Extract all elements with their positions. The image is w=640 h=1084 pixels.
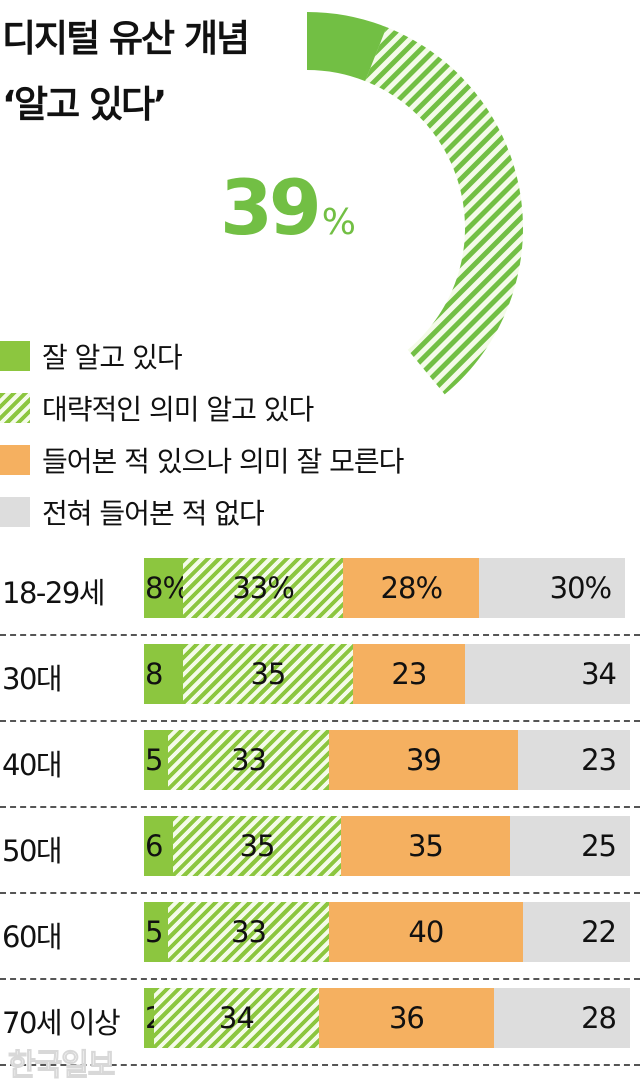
bar-segment-heard-not-known: 35 xyxy=(341,816,510,876)
legend-swatch-hatched-green xyxy=(0,393,30,423)
row-label: 70세 이상 xyxy=(2,1006,121,1040)
bar-row: 60대 5 33 40 22 xyxy=(0,894,640,980)
legend-label: 전혀 들어본 적 없다 xyxy=(42,497,265,530)
legend-item-never-heard: 전혀 들어본 적 없다 xyxy=(0,486,403,538)
row-label: 30대 xyxy=(2,662,63,696)
bar-segment-never-heard: 23 xyxy=(518,730,630,790)
bar-row: 40대 5 33 39 23 xyxy=(0,722,640,808)
bar-segment-never-heard: 34 xyxy=(464,644,630,704)
headline-value: 39 xyxy=(220,163,322,252)
bar-segment-heard-not-known: 36 xyxy=(318,988,494,1048)
stacked-bar: 5 33 39 23 xyxy=(144,730,630,790)
bar-row: 18-29세 8% 33% 28% 30% xyxy=(0,550,640,636)
chart-title-line1: 디지털 유산 개념 xyxy=(2,17,250,60)
publisher-watermark: 한국일보 xyxy=(7,1048,115,1084)
row-label: 50대 xyxy=(2,834,63,868)
bar-segment-roughly-known: 35 xyxy=(172,816,342,876)
donut-arc-chart xyxy=(307,12,524,395)
legend: 잘 알고 있다 대략적인 의미 알고 있다 들어본 적 있으나 의미 잘 모른다… xyxy=(0,330,404,538)
legend-swatch-solid-green xyxy=(0,341,30,371)
stacked-bar: 6 35 35 25 xyxy=(144,816,630,876)
legend-label: 대략적인 의미 알고 있다 xyxy=(42,393,314,426)
bar-segment-well-known: 6 xyxy=(144,816,173,876)
bar-segment-heard-not-known: 28% xyxy=(343,558,480,618)
bar-segment-heard-not-known: 40 xyxy=(328,902,524,962)
legend-label: 잘 알고 있다 xyxy=(42,341,183,374)
stacked-bar: 2 34 36 28 xyxy=(144,988,630,1048)
bar-segment-heard-not-known: 39 xyxy=(328,730,519,790)
bar-row: 70세 이상 2 34 36 28 xyxy=(0,980,640,1066)
donut-segment-well-known xyxy=(307,12,387,82)
bar-segment-roughly-known: 34 xyxy=(153,988,319,1048)
bar-segment-well-known: 5 xyxy=(144,902,169,962)
legend-item-heard-not-known: 들어본 적 있으나 의미 잘 모른다 xyxy=(0,434,404,486)
legend-swatch-gray xyxy=(0,497,30,527)
bar-segment-well-known: 5 xyxy=(144,730,169,790)
bar-segment-well-known: 2 xyxy=(144,988,163,1048)
bar-row: 30대 8 35 23 34 xyxy=(0,636,640,722)
legend-label: 들어본 적 있으나 의미 잘 모른다 xyxy=(42,445,404,478)
bar-segment-roughly-known: 33 xyxy=(168,730,329,790)
stacked-bar: 5 33 40 22 xyxy=(144,902,630,962)
chart-title-line2: ‘알고 있다’ xyxy=(2,83,167,126)
stacked-bar: 8 35 23 34 xyxy=(144,644,630,704)
row-label: 18-29세 xyxy=(2,576,105,610)
headline-percentage: 39% xyxy=(220,170,356,246)
stacked-bar: 8% 33% 28% 30% xyxy=(144,558,630,618)
donut-segment-roughly-known xyxy=(365,27,524,395)
row-label: 40대 xyxy=(2,748,63,782)
bar-segment-roughly-known: 35 xyxy=(182,644,353,704)
legend-item-well-known: 잘 알고 있다 xyxy=(0,330,403,382)
bar-segment-heard-not-known: 23 xyxy=(352,644,465,704)
age-group-bars: 18-29세 8% 33% 28% 30% 30대 8 35 23 34 40대… xyxy=(0,550,640,1066)
legend-item-roughly-known: 대략적인 의미 알고 있다 xyxy=(0,382,403,434)
legend-swatch-orange xyxy=(0,445,30,475)
bar-segment-never-heard: 28 xyxy=(493,988,630,1048)
headline-unit: % xyxy=(321,202,356,243)
bar-row: 50대 6 35 35 25 xyxy=(0,808,640,894)
bar-segment-never-heard: 22 xyxy=(523,902,630,962)
bar-segment-well-known: 8% xyxy=(144,558,190,618)
bar-segment-roughly-known: 33 xyxy=(168,902,329,962)
bar-segment-never-heard: 30% xyxy=(479,558,626,618)
bar-segment-roughly-known: 33% xyxy=(182,558,344,618)
bar-segment-never-heard: 25 xyxy=(509,816,630,876)
bar-segment-well-known: 8 xyxy=(144,644,183,704)
row-label: 60대 xyxy=(2,920,63,954)
